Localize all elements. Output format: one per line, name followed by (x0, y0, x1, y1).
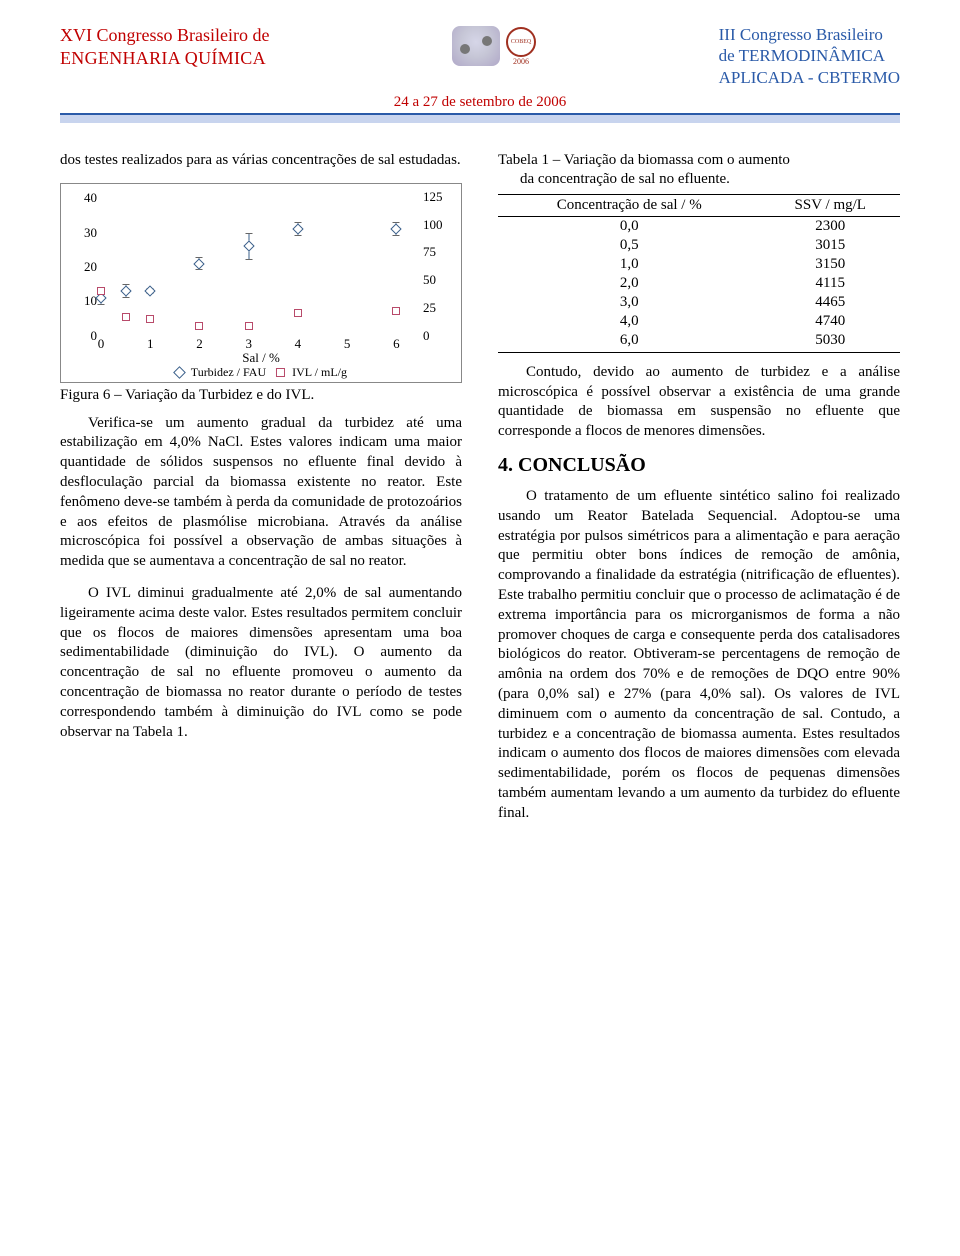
table-cell: 2,0 (498, 274, 760, 293)
cobeq-logo-year: 2006 (506, 58, 536, 66)
square-marker-icon (392, 307, 400, 315)
header-left-line2: ENGENHARIA QUÍMICA (60, 47, 269, 70)
chart-xlabel: Sal / % (242, 350, 280, 366)
table-cell: 1,0 (498, 255, 760, 274)
y1-tick-label: 30 (71, 225, 97, 241)
page-body: dos testes realizados para as várias con… (0, 123, 960, 836)
square-marker-icon (97, 287, 105, 295)
table-cell: 0,5 (498, 236, 760, 255)
square-marker-icon (146, 315, 154, 323)
table-header-concentration: Concentração de sal / % (498, 194, 760, 216)
right-paragraph-2: O tratamento de um efluente sintético sa… (498, 487, 900, 824)
x-tick-label: 3 (245, 336, 252, 352)
table-row: 2,04115 (498, 274, 900, 293)
cobeq-logo-text: COBEQ (506, 27, 536, 57)
table-cell: 6,0 (498, 331, 760, 353)
header-logos: COBEQ 2006 (452, 26, 536, 66)
header-dates: 24 a 27 de setembro de 2006 (60, 94, 900, 111)
y1-tick-label: 10 (71, 293, 97, 309)
right-column: Tabela 1 – Variação da biomassa com o au… (498, 151, 900, 836)
y1-tick-label: 0 (71, 328, 97, 344)
cobeq-logo-icon: COBEQ 2006 (506, 27, 536, 66)
table-row: 0,02300 (498, 216, 900, 236)
x-tick-label: 6 (393, 336, 400, 352)
conclusion-heading: 4. CONCLUSÃO (498, 454, 900, 477)
table-caption-line1: Tabela 1 – Variação da biomassa com o au… (498, 152, 790, 168)
square-marker-icon (245, 322, 253, 330)
x-tick-label: 5 (344, 336, 351, 352)
y2-tick-label: 25 (423, 300, 453, 316)
x-tick-label: 4 (295, 336, 302, 352)
table-row: 4,04740 (498, 312, 900, 331)
figure-6-caption: Figura 6 – Variação da Turbidez e do IVL… (60, 387, 462, 404)
y2-tick-label: 75 (423, 244, 453, 260)
table-cell: 4465 (760, 293, 900, 312)
x-tick-label: 1 (147, 336, 154, 352)
table-row: 0,53015 (498, 236, 900, 255)
table-row: 3,04465 (498, 293, 900, 312)
y2-tick-label: 100 (423, 217, 453, 233)
table-row: 6,05030 (498, 331, 900, 353)
table-cell: 4115 (760, 274, 900, 293)
chart-legend: Turbidez / FAU IVL / mL/g (175, 365, 347, 380)
left-paragraph-2: O IVL diminui gradualmente até 2,0% de s… (60, 584, 462, 742)
turbidez-ivl-chart: Sal / % Turbidez / FAU IVL / mL/g 010203… (60, 183, 462, 383)
y1-tick-label: 40 (71, 190, 97, 206)
y1-tick-label: 20 (71, 259, 97, 275)
table-cell: 3,0 (498, 293, 760, 312)
y2-tick-label: 50 (423, 272, 453, 288)
table-cell: 3015 (760, 236, 900, 255)
table-cell: 5030 (760, 331, 900, 353)
header-right-title: III Congresso Brasileiro de TERMODINÂMIC… (719, 24, 900, 88)
x-tick-label: 2 (196, 336, 203, 352)
square-marker-icon (122, 313, 130, 321)
table-cell: 0,0 (498, 216, 760, 236)
header-right-line2: de TERMODINÂMICA (719, 45, 900, 66)
legend-item-ivl: IVL / mL/g (276, 365, 347, 380)
table-cell: 4,0 (498, 312, 760, 331)
square-marker-icon (195, 322, 203, 330)
header-right-line1: III Congresso Brasileiro (719, 24, 900, 45)
header-left-line1: XVI Congresso Brasileiro de (60, 24, 269, 47)
table-cell: 4740 (760, 312, 900, 331)
left-column: dos testes realizados para as várias con… (60, 151, 462, 836)
table-cell: 3150 (760, 255, 900, 274)
y2-tick-label: 0 (423, 328, 453, 344)
table-1-caption: Tabela 1 – Variação da biomassa com o au… (498, 151, 900, 190)
square-marker-icon (294, 309, 302, 317)
header-rule-bottom (60, 115, 900, 123)
legend-item-turbidez: Turbidez / FAU (175, 365, 266, 380)
table-header-ssv: SSV / mg/L (760, 194, 900, 216)
biomass-table: Concentração de sal / % SSV / mg/L 0,023… (498, 194, 900, 353)
legend-label-1: Turbidez / FAU (191, 365, 266, 379)
right-paragraph-1: Contudo, devido ao aumento de turbidez e… (498, 363, 900, 442)
page-header: XVI Congresso Brasileiro de ENGENHARIA Q… (0, 0, 960, 123)
x-tick-label: 0 (98, 336, 105, 352)
legend-label-2: IVL / mL/g (292, 365, 347, 379)
left-intro: dos testes realizados para as várias con… (60, 151, 462, 171)
molecule-logo-icon (452, 26, 500, 66)
table-caption-line2: da concentração de sal no efluente. (498, 170, 900, 190)
header-left-title: XVI Congresso Brasileiro de ENGENHARIA Q… (60, 24, 269, 69)
header-right-line3: APLICADA - CBTERMO (719, 67, 900, 88)
diamond-marker-icon (173, 366, 186, 379)
square-marker-icon (276, 368, 285, 377)
table-header-row: Concentração de sal / % SSV / mg/L (498, 194, 900, 216)
left-paragraph-1: Verifica-se um aumento gradual da turbid… (60, 414, 462, 572)
y2-tick-label: 125 (423, 189, 453, 205)
table-row: 1,03150 (498, 255, 900, 274)
table-cell: 2300 (760, 216, 900, 236)
